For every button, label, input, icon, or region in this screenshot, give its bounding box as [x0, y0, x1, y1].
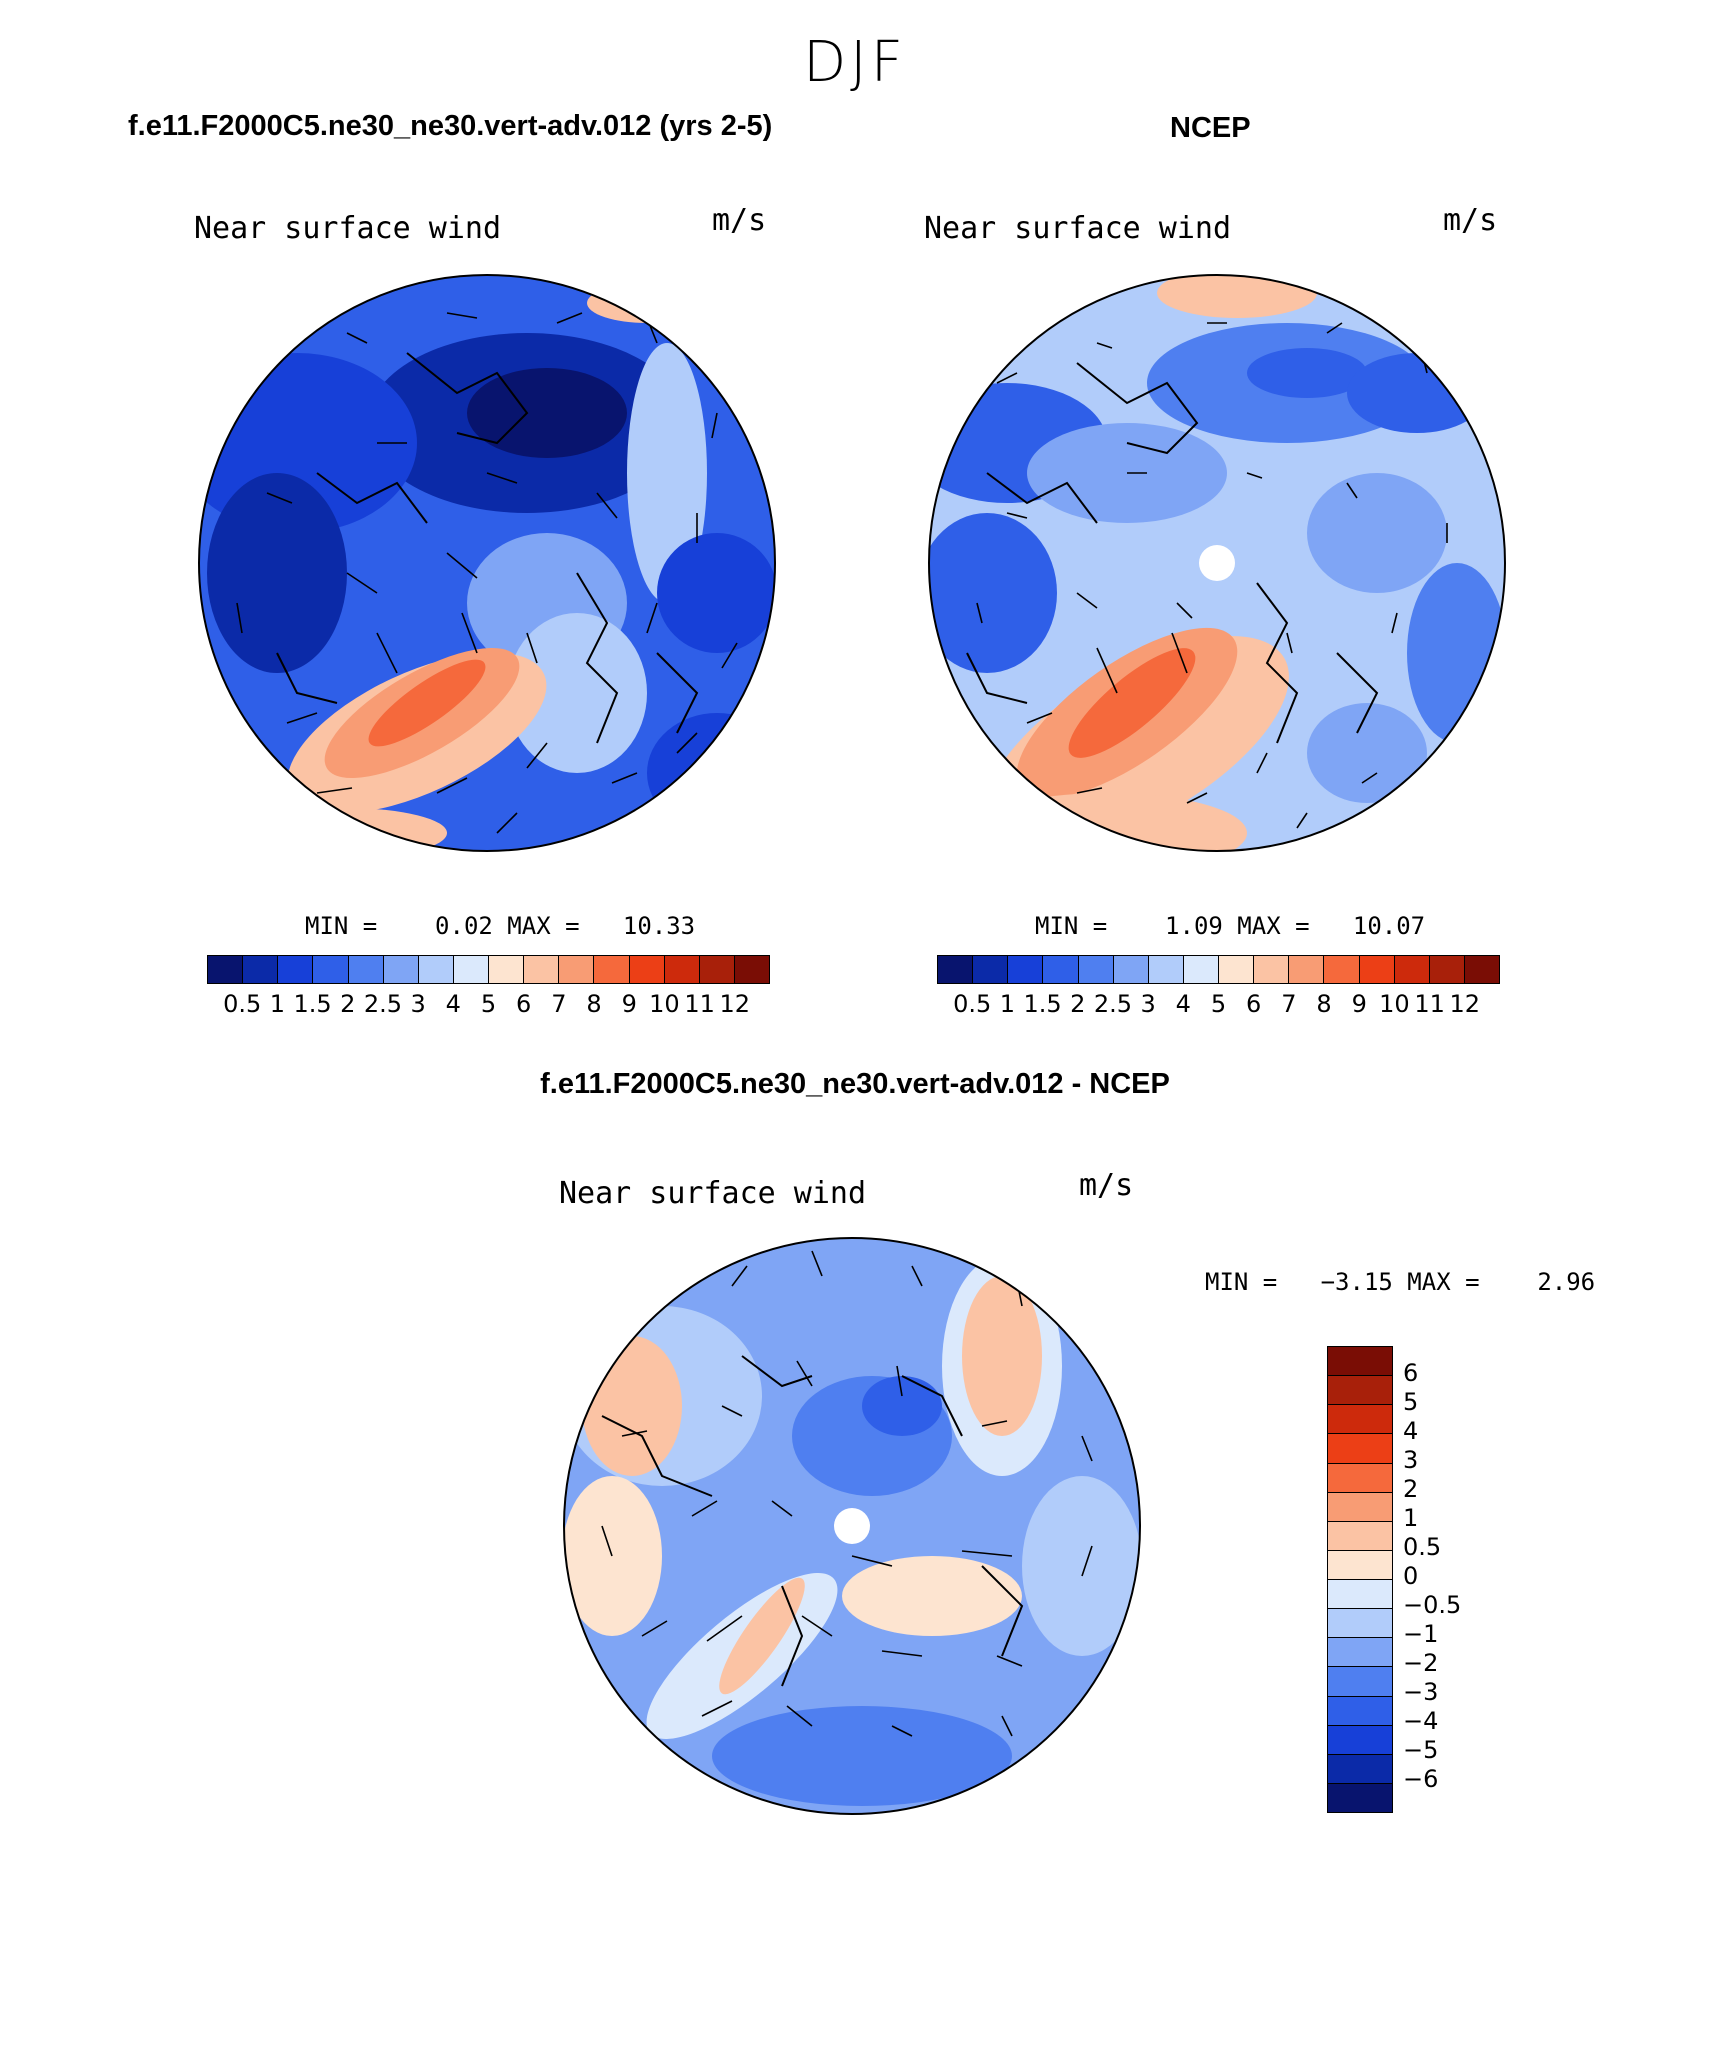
wind-vectors	[976, 322, 1448, 829]
colorbar-tick: −6	[1403, 1765, 1439, 1793]
colorbar-tick: 3	[1403, 1446, 1419, 1474]
colorbar-tick: 9	[621, 990, 637, 1018]
colorbar-tick: 1	[999, 990, 1016, 1018]
panel1-units-label: m/s	[712, 203, 767, 238]
colorbar-tick: 11	[684, 990, 715, 1018]
colorbar-tick: 10	[649, 990, 680, 1018]
difference-wind-map	[563, 1237, 1141, 1815]
season-title: DJF	[803, 30, 907, 95]
colorbar-tick: 6	[1246, 990, 1262, 1018]
colorbar-tick: 3	[410, 990, 426, 1018]
panel3-variable-label: Near surface wind	[559, 1176, 867, 1211]
model-wind-map	[198, 274, 776, 852]
colorbar-tick: 6	[516, 990, 532, 1018]
colorbar-tick: −1	[1403, 1620, 1439, 1648]
colorbar-tick: 4	[1403, 1417, 1419, 1445]
colorbar-tick: 7	[551, 990, 567, 1018]
panel2-units-label: m/s	[1443, 203, 1498, 238]
colorbar-tick: 2.5	[363, 990, 403, 1018]
colorbar-tick: 8	[1316, 990, 1332, 1018]
colorbar-tick: 5	[1403, 1388, 1419, 1416]
panel3-units-label: m/s	[1079, 1168, 1134, 1203]
panel3-min-max: MIN = −3.15 MAX = 2.96	[1205, 1268, 1596, 1296]
colorbar-tick: 1.5	[293, 990, 332, 1018]
colorbar-tick: 2	[340, 990, 356, 1018]
colorbar-tick: 11	[1414, 990, 1445, 1018]
colorbar-tick: −4	[1403, 1707, 1439, 1735]
colorbar-tick: 0.5	[223, 990, 262, 1018]
colorbar-tick: 12	[719, 990, 751, 1018]
colorbar-tick: 5	[1210, 990, 1227, 1018]
colorbar-tick: 0.5	[1403, 1533, 1442, 1561]
panel1-colorbar-ticks: 0.5 1 1.5 2 2.5 3 4 5 6 7 8 9 10 11 12	[207, 984, 770, 1018]
colorbar-tick: −2	[1403, 1649, 1439, 1677]
panel2-colorbar-ticks: 0.5 1 1.5 2 2.5 3 4 5 6 7 8 9 10 11 12	[937, 984, 1500, 1018]
colorbar-tick: −0.5	[1403, 1591, 1462, 1619]
colorbar-tick: −5	[1403, 1736, 1439, 1764]
diff-panel-title: f.e11.F2000C5.ne30_ne30.vert-adv.012 - N…	[540, 1068, 1170, 1100]
colorbar-tick: 1.5	[1023, 990, 1062, 1018]
colorbar-tick: −3	[1403, 1678, 1439, 1706]
panel1-variable-label: Near surface wind	[194, 211, 502, 246]
panel2-min-max: MIN = 1.09 MAX = 10.07	[1035, 912, 1426, 940]
panel1-colorbar: 0.5 1 1.5 2 2.5 3 4 5 6 7 8 9 10 11 12	[207, 955, 770, 1018]
colorbar-tick: 3	[1140, 990, 1156, 1018]
colorbar-tick: 7	[1281, 990, 1297, 1018]
colorbar-tick: 0	[1403, 1562, 1419, 1590]
colorbar-tick: 4	[445, 990, 461, 1018]
colorbar-tick: 2.5	[1093, 990, 1133, 1018]
obs-panel-title: NCEP	[1170, 112, 1251, 144]
panel2-variable-label: Near surface wind	[924, 211, 1232, 246]
colorbar-tick: 6	[1403, 1359, 1419, 1387]
panel2-colorbar: 0.5 1 1.5 2 2.5 3 4 5 6 7 8 9 10 11 12	[937, 955, 1500, 1018]
colorbar-tick: 0.5	[953, 990, 992, 1018]
colorbar-tick: 8	[586, 990, 602, 1018]
colorbar-tick: 9	[1351, 990, 1367, 1018]
colorbar-tick: 1	[269, 990, 286, 1018]
model-panel-title: f.e11.F2000C5.ne30_ne30.vert-adv.012 (yr…	[128, 110, 773, 142]
colorbar-tick: 10	[1379, 990, 1410, 1018]
ncep-wind-map	[928, 274, 1506, 852]
colorbar-tick: 4	[1175, 990, 1191, 1018]
panel1-colorbar-swatches	[207, 955, 770, 984]
colorbar-tick: 12	[1449, 990, 1481, 1018]
panel1-min-max: MIN = 0.02 MAX = 10.33	[305, 912, 696, 940]
colorbar-tick: 1	[1403, 1504, 1419, 1532]
colorbar-tick: 5	[480, 990, 497, 1018]
panel2-colorbar-swatches	[937, 955, 1500, 984]
panel3-colorbar-swatches	[1327, 1346, 1393, 1813]
colorbar-tick: 2	[1070, 990, 1086, 1018]
panel3-colorbar: 6 5 4 3 2 1 0.5 0 −0.5 −1 −2 −3 −4 −5 −6	[1327, 1346, 1527, 1814]
colorbar-tick: 2	[1403, 1475, 1419, 1503]
